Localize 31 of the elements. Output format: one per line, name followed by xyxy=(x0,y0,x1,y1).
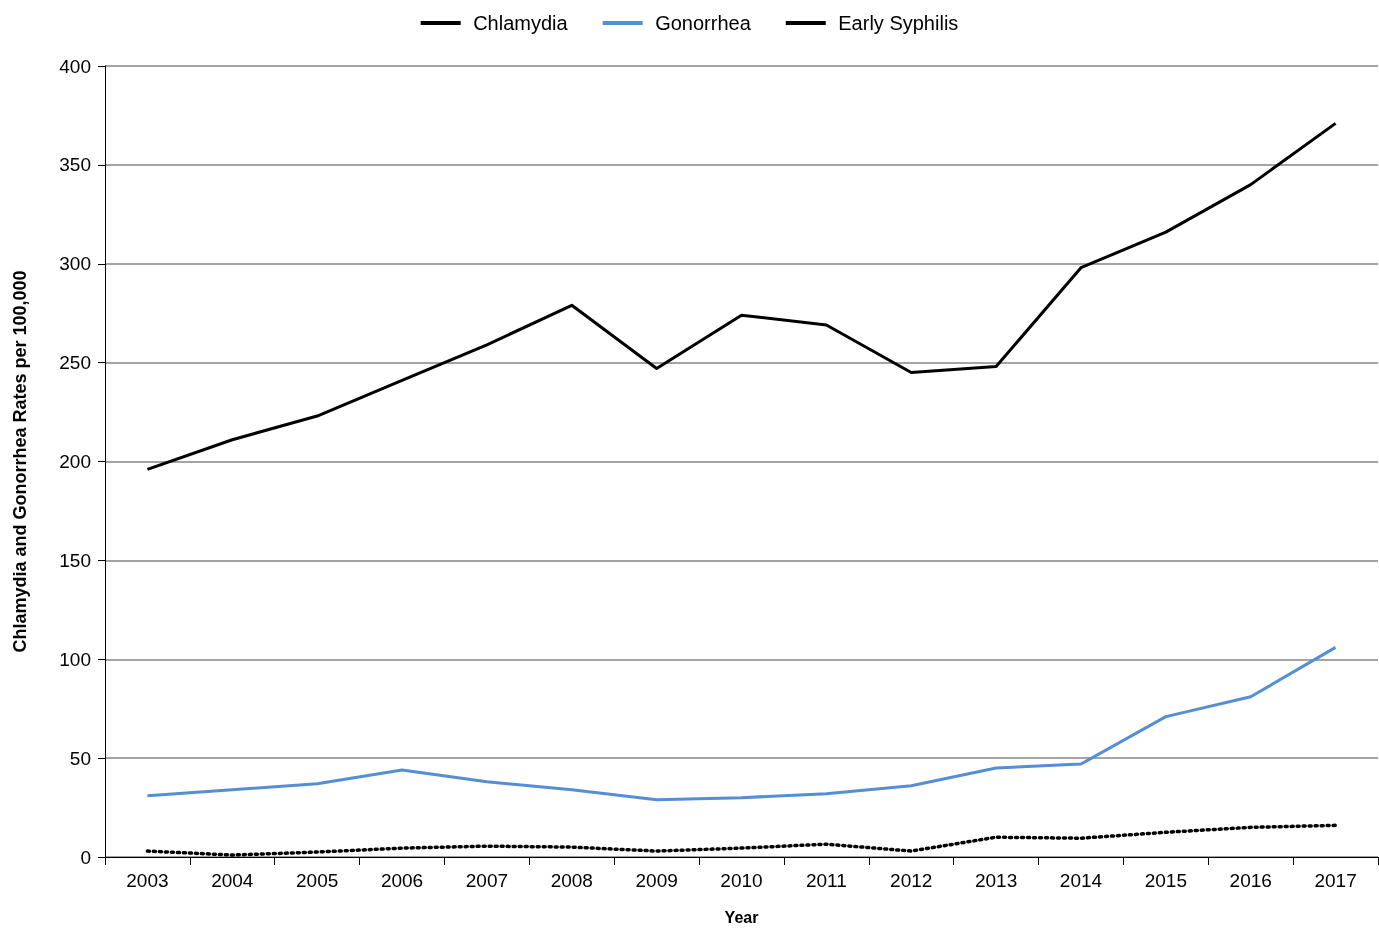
x-tick-label: 2007 xyxy=(465,870,509,891)
legend-label: Early Syphilis xyxy=(838,12,959,34)
x-tick-label: 2003 xyxy=(126,870,169,891)
line-series xyxy=(145,121,1338,471)
x-tick-label: 2004 xyxy=(211,870,254,891)
y-tick-label: 200 xyxy=(59,451,91,472)
y-tick-label: 400 xyxy=(59,55,91,77)
y-tick-label: 0 xyxy=(80,846,91,868)
y-tick-label: 150 xyxy=(59,549,91,571)
x-tick-label: 2008 xyxy=(550,870,593,891)
x-tick-label: 2011 xyxy=(805,870,847,891)
x-tick-label: 2013 xyxy=(974,870,1018,891)
y-tick-label: 300 xyxy=(59,253,91,275)
x-tick-label: 2012 xyxy=(890,870,933,891)
x-tick-label: 2006 xyxy=(380,870,424,891)
x-tick-label: 2005 xyxy=(296,870,339,891)
line-series xyxy=(145,645,1338,802)
y-tick-label: 50 xyxy=(69,747,91,769)
y-tick-label: 350 xyxy=(59,154,91,176)
x-axis-title: Year xyxy=(724,908,759,926)
y-tick-label: 250 xyxy=(59,352,91,374)
x-tick-label: 2010 xyxy=(720,870,763,891)
legend-label: Chlamydia xyxy=(473,12,569,34)
y-tick-label: 100 xyxy=(59,648,91,670)
x-tick-label: 2009 xyxy=(635,870,678,891)
y-axis-title: Chlamydia and Gonorrhea Rates per 100,000 xyxy=(10,270,30,653)
x-tick-label: 2016 xyxy=(1229,870,1272,891)
x-tick-label: 2015 xyxy=(1144,870,1187,891)
x-tick-label: 2014 xyxy=(1059,870,1103,891)
legend-label: Gonorrhea xyxy=(655,12,752,34)
x-tick-label: 2017 xyxy=(1314,870,1357,891)
